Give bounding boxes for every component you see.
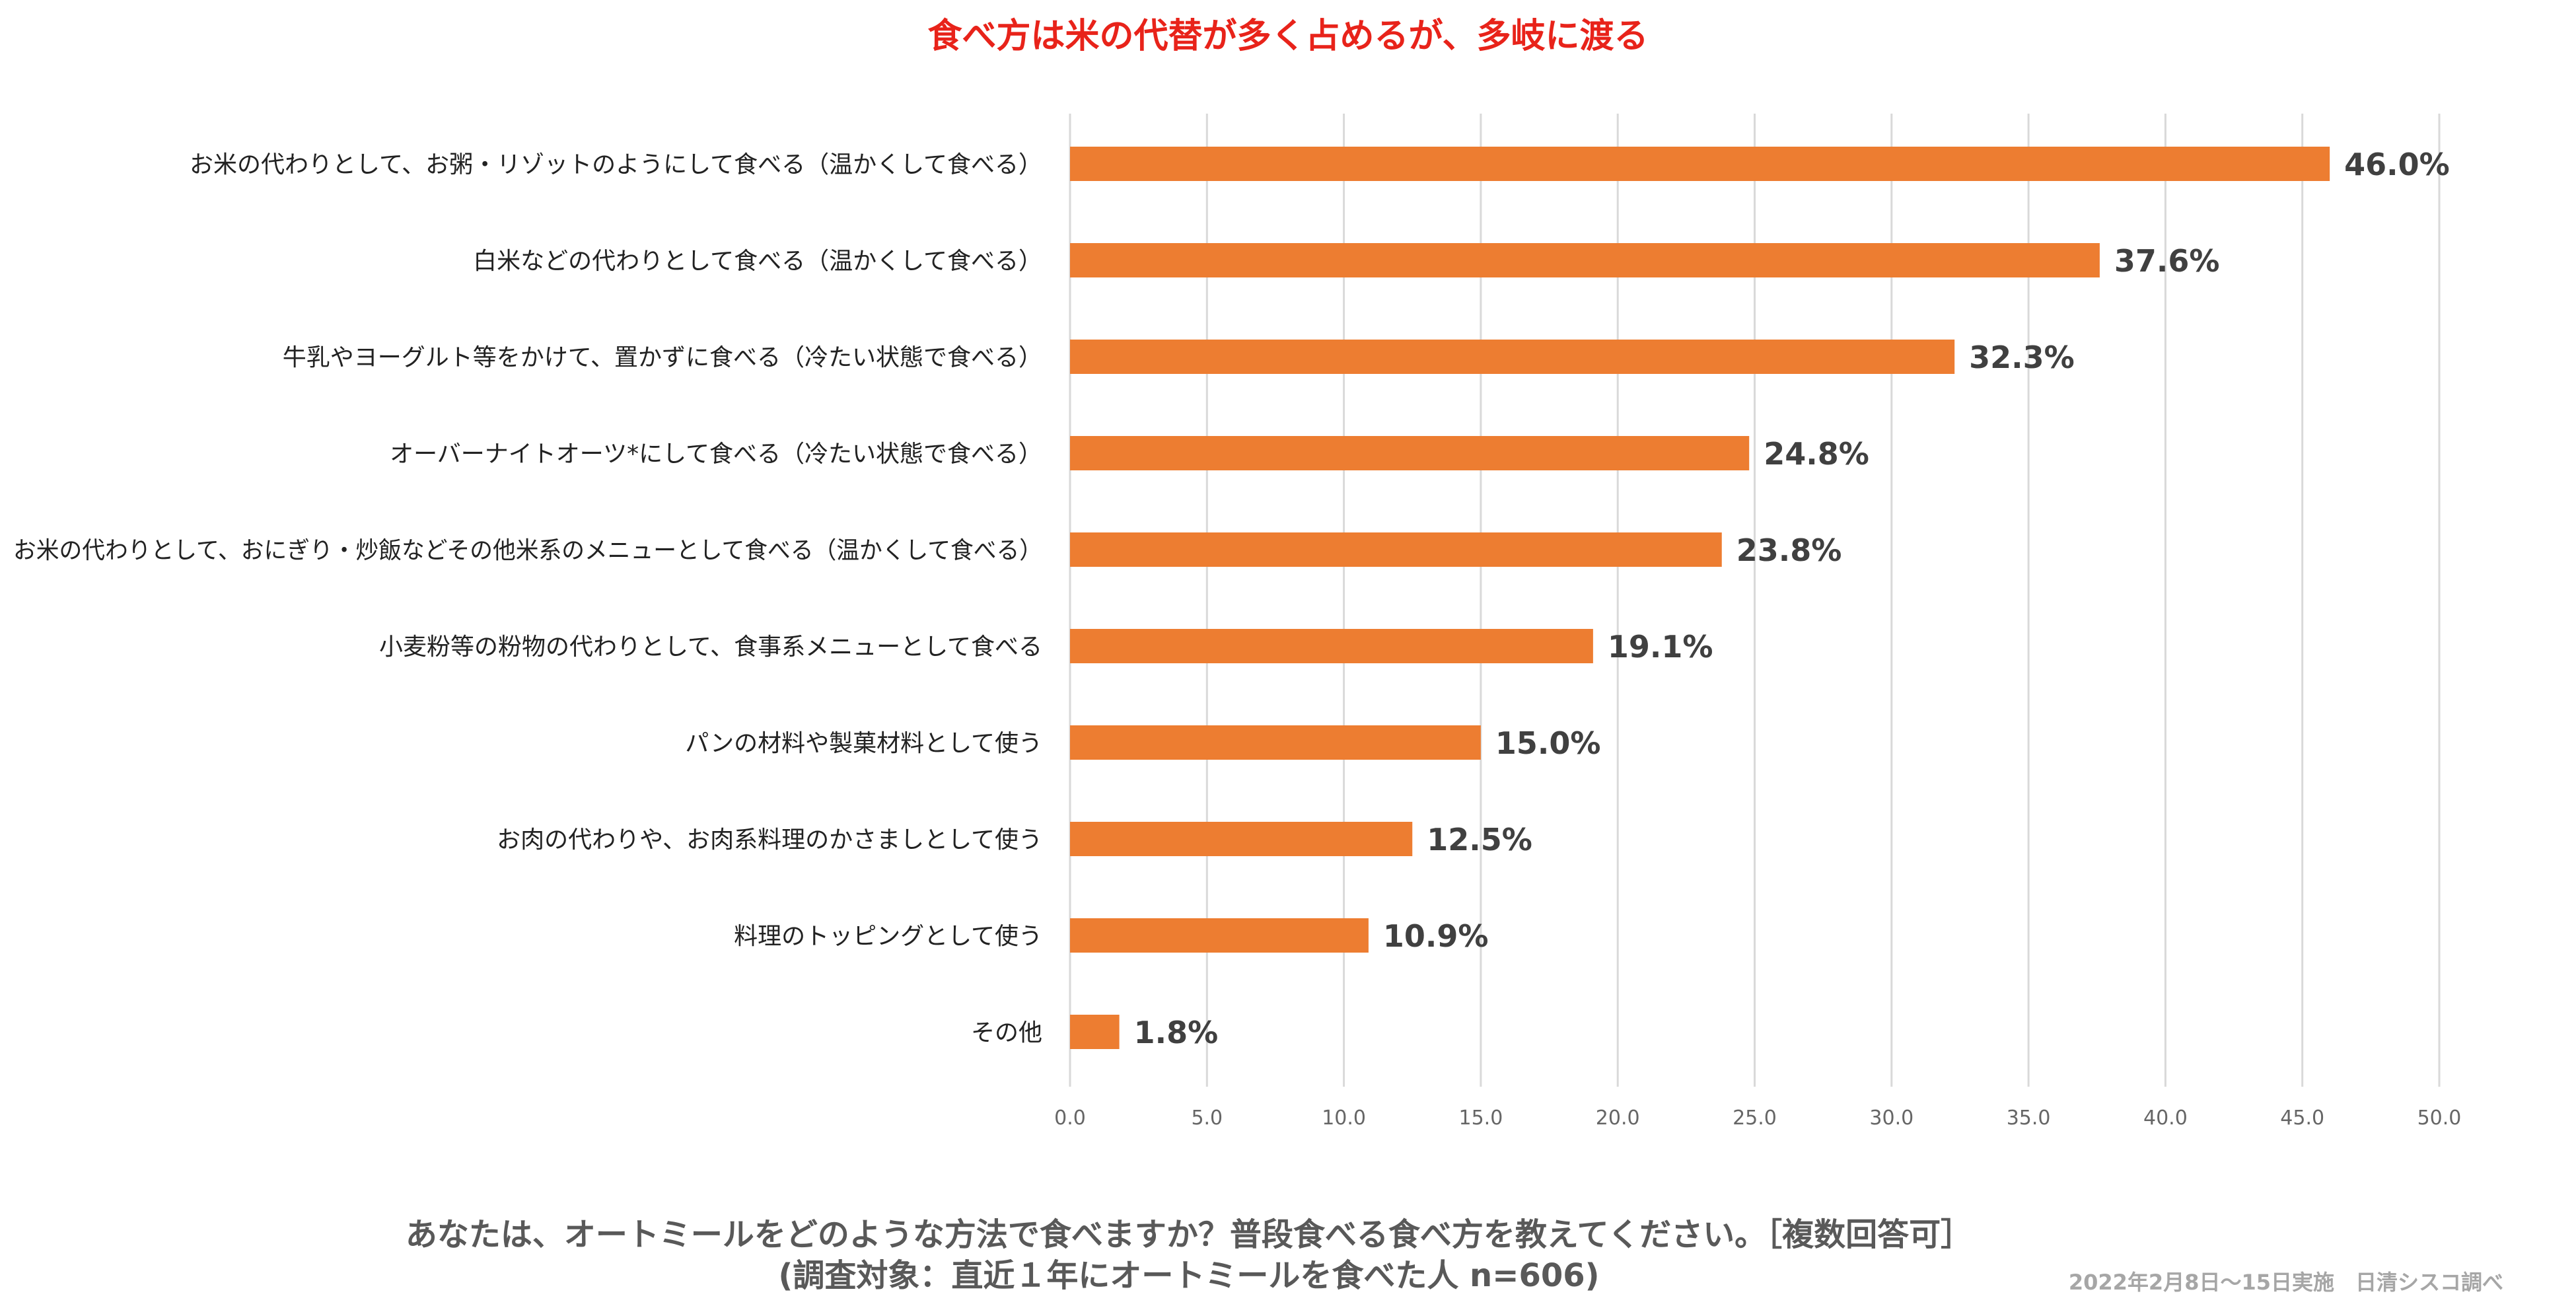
- source-note: 2022年2月8日～15日実施 日清シスコ調べ: [2069, 1270, 2503, 1295]
- value-label: 32.3%: [1969, 340, 2075, 375]
- category-label: お米の代わりとして、おにぎり・炒飯などその他米系のメニューとして食べる（温かくし…: [13, 537, 1042, 564]
- question-line-2: (調査対象：直近１年にオートミールを食べた人 n=606): [778, 1257, 1599, 1294]
- value-label: 37.6%: [2114, 243, 2220, 279]
- value-label: 12.5%: [1427, 822, 1532, 857]
- bar: [1070, 340, 1955, 374]
- category-label: 牛乳やヨーグルト等をかけて、置かずに食べる（冷たい状態で食べる）: [283, 344, 1042, 371]
- value-label: 46.0%: [2344, 147, 2450, 182]
- x-tick-label: 10.0: [1322, 1107, 1366, 1130]
- value-label: 23.8%: [1736, 532, 1842, 568]
- x-tick-label: 30.0: [1869, 1107, 1914, 1130]
- bar: [1070, 918, 1369, 953]
- x-tick-label: 25.0: [1733, 1107, 1777, 1130]
- x-tick-label: 20.0: [1596, 1107, 1640, 1130]
- x-tick-label: 35.0: [2007, 1107, 2051, 1130]
- x-tick-label: 50.0: [2417, 1107, 2462, 1130]
- bar: [1070, 822, 1413, 856]
- value-labels: 46.0% 37.6% 32.3% 24.8% 23.8% 19.1% 15.0% 12.5%…: [1134, 147, 2450, 1050]
- value-label: 19.1%: [1608, 629, 1713, 665]
- category-label: パンの材料や製菓材料として使う: [685, 730, 1042, 757]
- x-axis-ticks: 0.0 5.0 10.0 15.0 20.0 25.0 30.0 35.0 40.0 45.0 50…: [1054, 1107, 2461, 1130]
- bar: [1070, 532, 1722, 567]
- bar: [1070, 436, 1750, 470]
- question-line-1: あなたは、オートミールをどのような方法で食べますか？普段食べる食べ方を教えてくだ…: [406, 1216, 1972, 1253]
- bar: [1070, 243, 2100, 277]
- x-tick-label: 45.0: [2280, 1107, 2324, 1130]
- value-label: 15.0%: [1495, 725, 1601, 761]
- x-tick-label: 40.0: [2143, 1107, 2188, 1130]
- category-label: 料理のトッピングとして使う: [734, 923, 1042, 950]
- bar: [1070, 1015, 1120, 1049]
- value-label: 10.9%: [1383, 918, 1489, 954]
- category-label: 小麦粉等の粉物の代わりとして、食事系メニューとして食べる: [379, 634, 1042, 661]
- chart-title: 食べ方は米の代替が多く占めるが、多岐に渡る: [928, 17, 1649, 56]
- x-tick-label: 15.0: [1459, 1107, 1503, 1130]
- x-tick-label: 0.0: [1054, 1107, 1086, 1130]
- x-tick-label: 5.0: [1191, 1107, 1223, 1130]
- bar: [1070, 147, 2330, 181]
- category-label: オーバーナイトオーツ*にして食べる（冷たい状態で食べる）: [390, 441, 1042, 468]
- category-label: その他: [971, 1019, 1042, 1046]
- category-label: 白米などの代わりとして食べる（温かくして食べる）: [473, 248, 1042, 275]
- category-labels: お米の代わりとして、お粥・リゾットのようにして食べる（温かくして食べる） 白米など…: [13, 151, 1042, 1046]
- bars: [1070, 147, 2330, 1049]
- category-label: お肉の代わりや、お肉系料理のかさましとして使う: [497, 826, 1042, 854]
- value-label: 1.8%: [1134, 1015, 1219, 1050]
- category-label: お米の代わりとして、お粥・リゾットのようにして食べる（温かくして食べる）: [190, 151, 1042, 178]
- value-label: 24.8%: [1764, 436, 1869, 472]
- bar: [1070, 725, 1481, 760]
- bar: [1070, 629, 1593, 663]
